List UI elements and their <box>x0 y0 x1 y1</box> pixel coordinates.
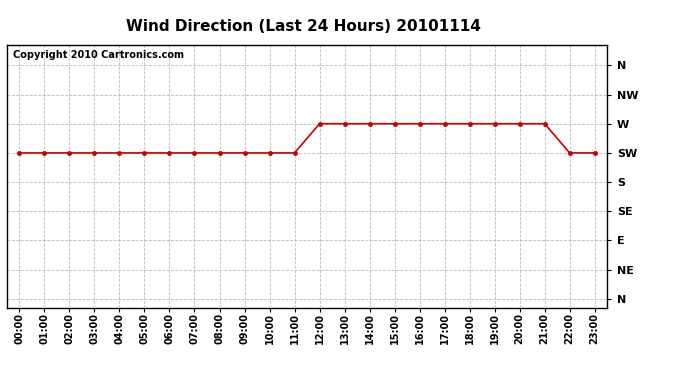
Text: Wind Direction (Last 24 Hours) 20101114: Wind Direction (Last 24 Hours) 20101114 <box>126 19 481 34</box>
Text: Copyright 2010 Cartronics.com: Copyright 2010 Cartronics.com <box>13 50 184 60</box>
